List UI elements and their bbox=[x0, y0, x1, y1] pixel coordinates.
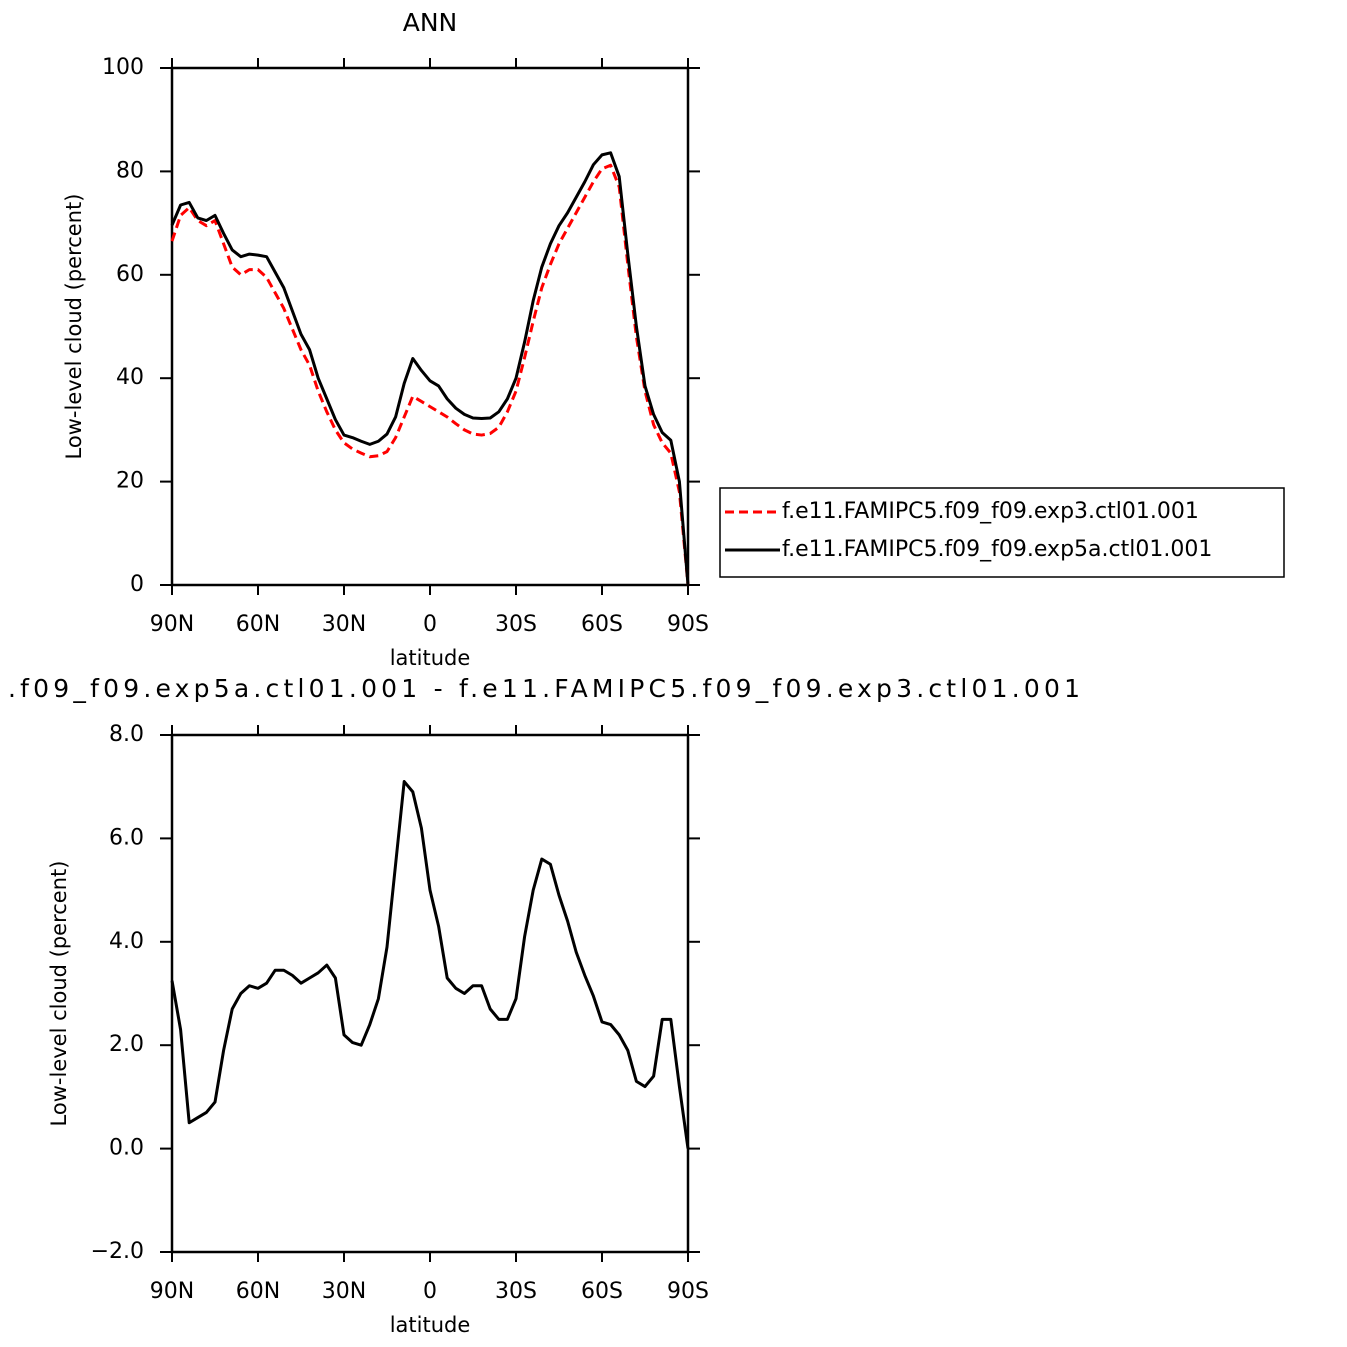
x-tick-label: 60N bbox=[236, 612, 280, 637]
x-tick-label: 60S bbox=[581, 1279, 623, 1304]
x-tick-label: 30N bbox=[322, 612, 366, 637]
x-tick-label: 60S bbox=[581, 612, 623, 637]
y-tick-label: 2.0 bbox=[109, 1032, 144, 1057]
x-tick-label: 0 bbox=[423, 1279, 437, 1304]
plot-frame bbox=[170, 66, 690, 587]
chart-title: .f09_f09.exp5a.ctl01.001 - f.e11.FAMIPC5… bbox=[8, 674, 1080, 703]
y-tick-label: 4.0 bbox=[109, 929, 144, 954]
x-tick-label: 90S bbox=[667, 1279, 709, 1304]
x-tick-label: 90N bbox=[150, 612, 194, 637]
y-tick-label: 20 bbox=[116, 469, 144, 494]
y-tick-label: 100 bbox=[102, 55, 144, 80]
legend-label: f.e11.FAMIPC5.f09_f09.exp3.ctl01.001 bbox=[782, 499, 1199, 524]
legend-label: f.e11.FAMIPC5.f09_f09.exp5a.ctl01.001 bbox=[782, 537, 1212, 562]
y-axis-label: Low-level cloud (percent) bbox=[62, 194, 86, 460]
data-line bbox=[170, 151, 690, 586]
x-tick-label: 0 bbox=[423, 612, 437, 637]
x-tick-label: 60N bbox=[236, 1279, 280, 1304]
y-tick-label: 6.0 bbox=[109, 825, 144, 850]
x-tick-label: 30S bbox=[495, 612, 537, 637]
y-tick-label: 80 bbox=[116, 158, 144, 183]
data-line bbox=[170, 780, 690, 1149]
y-tick-label: 0 bbox=[130, 572, 144, 597]
x-tick-label: 90N bbox=[150, 1279, 194, 1304]
y-tick-label: −2.0 bbox=[91, 1239, 144, 1264]
x-axis-label: latitude bbox=[390, 1313, 471, 1337]
y-axis-label: Low-level cloud (percent) bbox=[47, 861, 71, 1127]
legend-box bbox=[719, 487, 1285, 578]
data-line bbox=[170, 163, 690, 586]
y-tick-label: 40 bbox=[116, 365, 144, 390]
plot-frame bbox=[170, 733, 690, 1254]
y-tick-label: 60 bbox=[116, 262, 144, 287]
y-tick-label: 0.0 bbox=[109, 1136, 144, 1161]
x-tick-label: 30N bbox=[322, 1279, 366, 1304]
x-tick-label: 30S bbox=[495, 1279, 537, 1304]
x-axis-label: latitude bbox=[390, 646, 471, 670]
x-tick-label: 90S bbox=[667, 612, 709, 637]
chart-title: ANN bbox=[403, 8, 458, 37]
y-tick-label: 8.0 bbox=[109, 722, 144, 747]
